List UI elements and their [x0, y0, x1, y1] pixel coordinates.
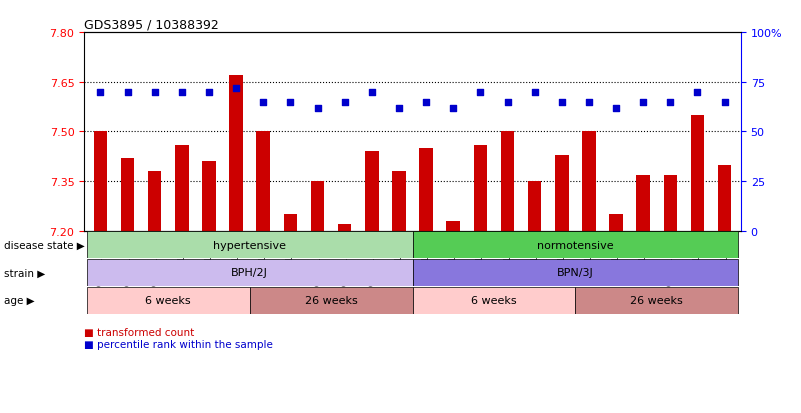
Text: normotensive: normotensive: [537, 240, 614, 250]
Point: [175, 89, 188, 96]
Bar: [338, 225, 352, 231]
Point: [121, 89, 134, 96]
Bar: [148, 172, 162, 231]
Point: [257, 99, 270, 106]
Bar: [690, 116, 704, 231]
Point: [94, 89, 107, 96]
Bar: [528, 182, 541, 231]
Bar: [473, 145, 487, 231]
Point: [203, 89, 215, 96]
Bar: [413, 287, 575, 314]
Bar: [87, 287, 250, 314]
Point: [610, 105, 622, 112]
Point: [501, 99, 514, 106]
Bar: [718, 165, 731, 231]
Text: 6 weeks: 6 weeks: [471, 295, 517, 306]
Point: [664, 99, 677, 106]
Point: [555, 99, 568, 106]
Text: BPH/2J: BPH/2J: [231, 268, 268, 278]
Text: GDS3895 / 10388392: GDS3895 / 10388392: [84, 19, 219, 32]
Bar: [202, 162, 215, 231]
Bar: [637, 175, 650, 231]
Bar: [610, 215, 623, 231]
Bar: [413, 259, 739, 286]
Text: ■ transformed count: ■ transformed count: [84, 328, 195, 337]
Point: [582, 99, 595, 106]
Bar: [175, 145, 188, 231]
Bar: [501, 132, 514, 231]
Point: [637, 99, 650, 106]
Bar: [94, 132, 107, 231]
Text: BPN/3J: BPN/3J: [557, 268, 594, 278]
Point: [718, 99, 731, 106]
Bar: [663, 175, 677, 231]
Point: [338, 99, 351, 106]
Text: ■ percentile rank within the sample: ■ percentile rank within the sample: [84, 339, 273, 349]
Point: [420, 99, 433, 106]
Bar: [311, 182, 324, 231]
Bar: [419, 149, 433, 231]
Point: [447, 105, 460, 112]
Bar: [229, 76, 243, 231]
Text: 6 weeks: 6 weeks: [146, 295, 191, 306]
Point: [474, 89, 487, 96]
Bar: [365, 152, 379, 231]
Bar: [121, 159, 135, 231]
Point: [392, 105, 405, 112]
Bar: [256, 132, 270, 231]
Text: strain ▶: strain ▶: [4, 268, 45, 278]
Point: [284, 99, 297, 106]
Bar: [446, 221, 460, 231]
Bar: [284, 215, 297, 231]
Bar: [392, 172, 406, 231]
Bar: [87, 259, 413, 286]
Point: [528, 89, 541, 96]
Point: [365, 89, 378, 96]
Point: [691, 89, 704, 96]
Point: [311, 105, 324, 112]
Bar: [575, 287, 739, 314]
Text: disease state ▶: disease state ▶: [4, 240, 85, 250]
Bar: [87, 232, 413, 259]
Text: age ▶: age ▶: [4, 295, 34, 306]
Point: [230, 85, 243, 92]
Text: 26 weeks: 26 weeks: [630, 295, 683, 306]
Text: hypertensive: hypertensive: [213, 240, 286, 250]
Bar: [582, 132, 596, 231]
Bar: [555, 155, 569, 231]
Point: [148, 89, 161, 96]
Bar: [250, 287, 413, 314]
Bar: [413, 232, 739, 259]
Text: 26 weeks: 26 weeks: [304, 295, 357, 306]
